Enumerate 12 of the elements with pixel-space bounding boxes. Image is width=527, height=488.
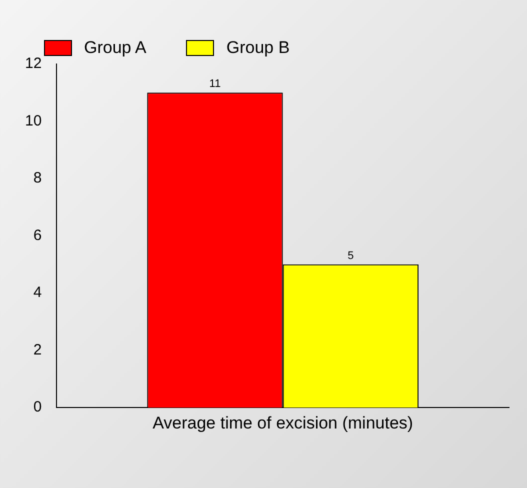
y-tick-label: 0: [33, 398, 42, 416]
legend-label: Group B: [226, 38, 290, 58]
y-tick-label: 6: [33, 226, 42, 244]
y-tick-label: 8: [33, 170, 42, 187]
data-label: 5: [348, 250, 354, 262]
y-tick-label: 10: [24, 112, 42, 130]
y-tick-label: 12: [24, 55, 42, 72]
text: Group A: [84, 38, 146, 58]
y-tick-label: 2: [33, 341, 42, 358]
x-tick-label: Average time of excision (minutes): [152, 413, 414, 432]
y-tick-label: 4: [33, 284, 42, 302]
data-label: 11: [209, 78, 221, 90]
